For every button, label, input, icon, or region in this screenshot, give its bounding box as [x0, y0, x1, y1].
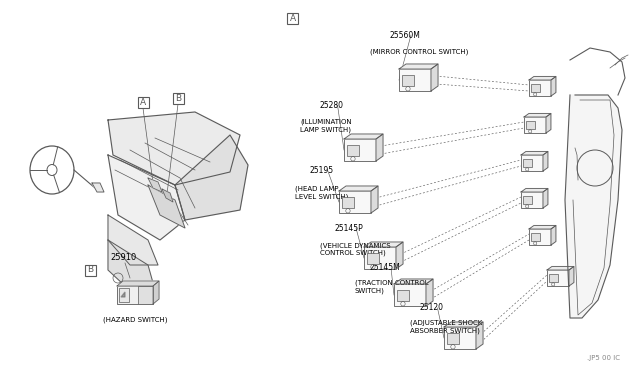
Bar	[364, 247, 396, 269]
Bar	[447, 333, 460, 343]
Text: (ADJUSTABLE SHOCK
ABSORBER SWITCH): (ADJUSTABLE SHOCK ABSORBER SWITCH)	[410, 320, 483, 334]
Polygon shape	[175, 135, 248, 220]
Polygon shape	[108, 215, 158, 265]
Text: B: B	[87, 266, 93, 275]
Polygon shape	[344, 134, 383, 139]
Text: 25910: 25910	[110, 253, 136, 263]
Bar	[531, 233, 540, 241]
Polygon shape	[551, 225, 556, 245]
Polygon shape	[117, 281, 159, 286]
Text: 25560M: 25560M	[390, 31, 421, 39]
Polygon shape	[476, 322, 483, 349]
Polygon shape	[148, 178, 162, 192]
Polygon shape	[529, 77, 556, 80]
Polygon shape	[565, 95, 622, 318]
Bar	[529, 80, 551, 96]
Polygon shape	[431, 64, 438, 91]
Polygon shape	[108, 112, 240, 185]
Bar	[548, 274, 557, 282]
Text: (VEHICLE DYNAMICS
CONTROL SWITCH): (VEHICLE DYNAMICS CONTROL SWITCH)	[320, 242, 390, 257]
Text: (MIRROR CONTROL SWITCH): (MIRROR CONTROL SWITCH)	[370, 48, 468, 55]
Polygon shape	[396, 242, 403, 269]
Bar	[347, 144, 360, 155]
Text: .JP5 00 IC: .JP5 00 IC	[587, 355, 620, 361]
Text: (TRACTION CONTROL
SWITCH): (TRACTION CONTROL SWITCH)	[355, 280, 429, 295]
Bar	[531, 84, 540, 92]
Polygon shape	[364, 242, 403, 247]
Bar	[138, 96, 148, 108]
Bar	[444, 327, 476, 349]
Polygon shape	[153, 281, 159, 304]
Bar	[117, 286, 153, 304]
Text: A: A	[140, 97, 146, 106]
Text: B: B	[175, 93, 181, 103]
Bar	[84, 264, 95, 276]
Bar	[397, 289, 410, 301]
Polygon shape	[546, 113, 551, 133]
Bar	[119, 288, 129, 302]
Bar	[399, 69, 431, 91]
Polygon shape	[108, 240, 155, 300]
Polygon shape	[148, 185, 185, 228]
Polygon shape	[569, 266, 574, 286]
Bar	[344, 139, 376, 161]
Polygon shape	[108, 155, 185, 240]
Polygon shape	[394, 279, 433, 284]
Polygon shape	[543, 151, 548, 171]
Bar	[339, 191, 371, 213]
Polygon shape	[426, 279, 433, 306]
Polygon shape	[399, 64, 438, 69]
Bar	[523, 196, 532, 204]
Polygon shape	[162, 189, 173, 202]
Polygon shape	[547, 266, 574, 270]
Text: 25120: 25120	[420, 304, 444, 312]
Text: (HAZARD SWITCH): (HAZARD SWITCH)	[103, 317, 167, 323]
Polygon shape	[543, 189, 548, 208]
Polygon shape	[521, 151, 548, 155]
Text: (HEAD LAMP
LEVEL SWITCH): (HEAD LAMP LEVEL SWITCH)	[295, 185, 348, 199]
Bar	[524, 117, 546, 133]
Polygon shape	[444, 322, 483, 327]
Bar	[342, 196, 355, 208]
Polygon shape	[121, 292, 125, 297]
Text: (ILLUMINATION
LAMP SWITCH): (ILLUMINATION LAMP SWITCH)	[300, 118, 351, 132]
Text: 25145M: 25145M	[370, 263, 401, 273]
Polygon shape	[339, 186, 378, 191]
Text: 25280: 25280	[320, 100, 344, 109]
Bar	[529, 229, 551, 245]
Text: A: A	[290, 13, 296, 22]
Polygon shape	[376, 134, 383, 161]
Bar	[367, 253, 380, 263]
Bar	[547, 270, 569, 286]
Bar	[523, 159, 532, 167]
Polygon shape	[92, 183, 104, 192]
Bar	[287, 13, 298, 23]
Polygon shape	[521, 189, 548, 192]
Ellipse shape	[47, 164, 57, 176]
Bar	[521, 192, 543, 208]
Polygon shape	[524, 113, 551, 117]
Bar	[521, 155, 543, 171]
Polygon shape	[371, 186, 378, 213]
Ellipse shape	[30, 146, 74, 194]
Bar	[394, 284, 426, 306]
Bar	[138, 286, 153, 304]
Bar	[525, 121, 534, 129]
Polygon shape	[529, 225, 556, 229]
Text: 25195: 25195	[310, 166, 334, 174]
Text: 25145P: 25145P	[335, 224, 364, 232]
Bar	[401, 74, 414, 86]
Bar	[173, 93, 184, 103]
Polygon shape	[551, 77, 556, 96]
